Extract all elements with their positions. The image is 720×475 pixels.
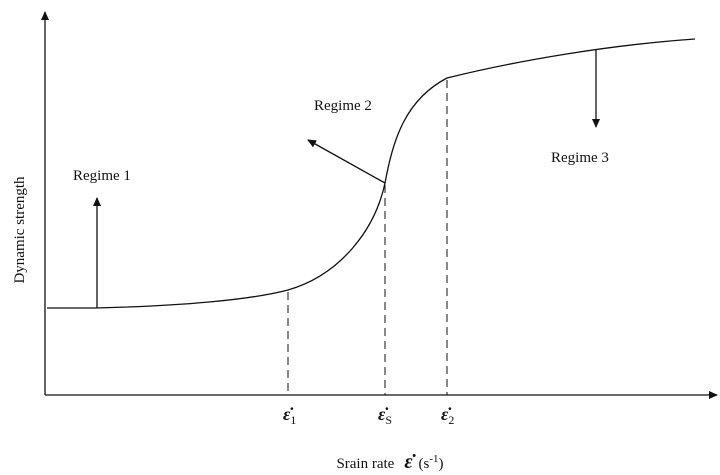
- regime-label: Regime 1: [73, 168, 131, 184]
- regime-label: Regime 3: [551, 150, 609, 166]
- x-label-unit-end: ): [439, 456, 444, 472]
- tick-symbol: ε̇: [378, 404, 388, 424]
- tick-label: ε̇2: [441, 404, 454, 427]
- tick-subscript: 2: [448, 413, 454, 427]
- arrow: [307, 139, 386, 184]
- x-label-text: Srain rate: [336, 456, 394, 472]
- tick-label: ε̇S: [378, 404, 392, 427]
- tick-subscript: 1: [290, 413, 296, 427]
- curve: [47, 38, 696, 309]
- regime-label: Regime 2: [314, 98, 372, 114]
- tick-symbol: ε̇: [441, 404, 451, 424]
- tick-symbol: ε̇: [283, 404, 293, 424]
- tick-label: ε̇1: [283, 404, 296, 427]
- y-axis-label: Dynamic strength: [12, 176, 28, 284]
- x-label-unit: (s: [419, 456, 430, 472]
- x-axis-label: Srain rate ε̇ (s-1): [336, 451, 443, 473]
- tick-subscript: S: [385, 413, 392, 427]
- x-label-symbol: ε̇: [404, 451, 416, 473]
- x-label-unit-sup: -1: [429, 453, 438, 465]
